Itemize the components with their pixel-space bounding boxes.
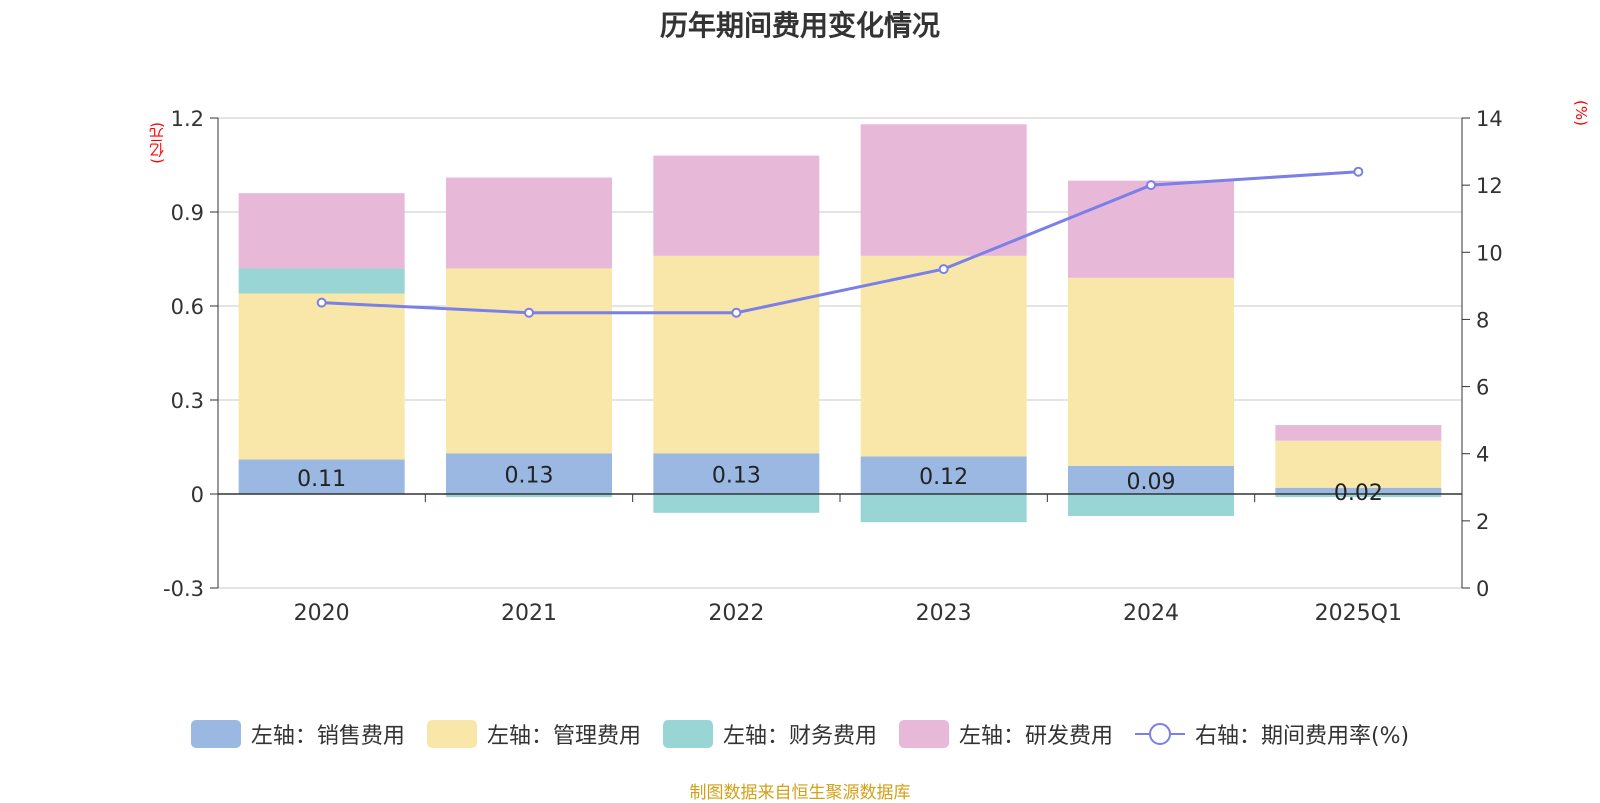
bar-segment-1-2025Q1 (1275, 440, 1442, 488)
legend-swatch-admin (426, 720, 477, 748)
bar-segment-2-2020 (238, 268, 405, 294)
left-axis-tick-label: 0.9 (171, 201, 204, 225)
data-label-sales: 0.12 (919, 465, 968, 490)
bar-segment-3-2023 (860, 124, 1027, 256)
bar-segment-1-2020 (238, 293, 405, 460)
right-axis-unit: (%) (1572, 100, 1590, 126)
legend-item-sales[interactable]: 左轴：销售费用 (190, 718, 405, 750)
left-axis-tick-label: 1.2 (171, 107, 204, 131)
legend-item-rd[interactable]: 左轴：研发费用 (898, 718, 1113, 750)
bar-segment-1-2023 (860, 255, 1027, 457)
right-axis-tick-label: 6 (1476, 376, 1489, 400)
right-axis-tick-label: 2 (1476, 510, 1489, 534)
legend-swatch-rd (898, 720, 949, 748)
bar-segment-1-2021 (446, 268, 612, 454)
bar-segment-1-2024 (1068, 277, 1234, 466)
x-axis-label: 2020 (294, 601, 350, 626)
bar-segment-2-2021 (446, 494, 612, 498)
left-axis-tick-label: 0.6 (171, 295, 204, 319)
legend-label-rate: 右轴：期间费用率(%) (1194, 724, 1410, 749)
rate-point (316, 297, 327, 308)
bar-segment-0-2022 (653, 453, 820, 494)
rate-point (1353, 166, 1364, 177)
data-label-sales: 0.13 (712, 464, 761, 489)
legend-label-finance: 左轴：财务费用 (722, 724, 877, 749)
rate-line (321, 170, 1359, 315)
bar-segment-0-2024 (1068, 465, 1234, 494)
right-axis-tick-label: 10 (1476, 241, 1503, 265)
bar-segment-3-2020 (238, 193, 405, 269)
right-axis-tick-label: 8 (1476, 308, 1489, 332)
bar-segment-3-2022 (653, 155, 820, 256)
legend-swatch-finance (662, 720, 713, 748)
legend-label-admin: 左轴：管理费用 (486, 724, 641, 749)
left-axis-tick-label: 0 (191, 483, 204, 507)
bar-segment-2-2025Q1 (1275, 494, 1442, 498)
bar-segment-1-2022 (653, 255, 820, 454)
legend-item-rate[interactable]: 右轴：期间费用率(%) (1134, 718, 1410, 750)
legend-item-admin[interactable]: 左轴：管理费用 (426, 718, 641, 750)
left-axis-tick-label: -0.3 (163, 577, 204, 601)
x-axis-label: 2022 (708, 601, 764, 626)
rate-point (524, 307, 534, 318)
bar-segment-3-2021 (446, 177, 612, 269)
data-source-note: 制图数据来自恒生聚源数据库 (689, 783, 911, 803)
bar-segment-0-2021 (446, 453, 612, 494)
bar-segment-2-2022 (653, 494, 820, 513)
bar-segment-2-2024 (1068, 494, 1234, 516)
legend-label-sales: 左轴：销售费用 (250, 724, 405, 749)
legend-swatch-sales (190, 720, 241, 748)
legend: 左轴：销售费用 左轴：管理费用 左轴：财务费用 左轴：研发费用 右轴：期间费用率… (0, 718, 1600, 750)
data-label-sales: 0.11 (297, 467, 346, 492)
bar-segment-2-2023 (860, 494, 1027, 523)
bar-segment-0-2025Q1 (1275, 487, 1442, 494)
chart-title: 历年期间费用变化情况 (659, 9, 940, 42)
legend-swatch-rate (1134, 723, 1185, 745)
legend-label-rd: 左轴：研发费用 (958, 724, 1113, 749)
data-label-sales: 0.13 (505, 464, 554, 489)
right-axis-tick-label: 14 (1476, 107, 1503, 131)
rate-point (1146, 180, 1156, 191)
right-axis-tick-label: 12 (1476, 174, 1503, 198)
x-axis-label: 2025Q1 (1315, 601, 1402, 626)
rate-point (938, 264, 949, 275)
left-axis-tick-label: 0.3 (171, 389, 204, 413)
right-axis-tick-label: 0 (1476, 577, 1489, 601)
x-axis-label: 2024 (1123, 601, 1179, 626)
x-axis-label: 2021 (501, 601, 557, 626)
data-label-sales: 0.09 (1127, 470, 1176, 495)
legend-item-finance[interactable]: 左轴：财务费用 (662, 718, 877, 750)
bar-segment-0-2023 (860, 456, 1027, 494)
bar-segment-3-2024 (1068, 180, 1234, 278)
bar-segment-3-2025Q1 (1275, 425, 1442, 441)
x-axis-label: 2023 (916, 601, 972, 626)
rate-point (731, 307, 742, 318)
data-label-sales: 0.02 (1334, 481, 1383, 506)
bar-segment-0-2020 (238, 459, 405, 494)
right-axis-tick-label: 4 (1476, 443, 1489, 467)
